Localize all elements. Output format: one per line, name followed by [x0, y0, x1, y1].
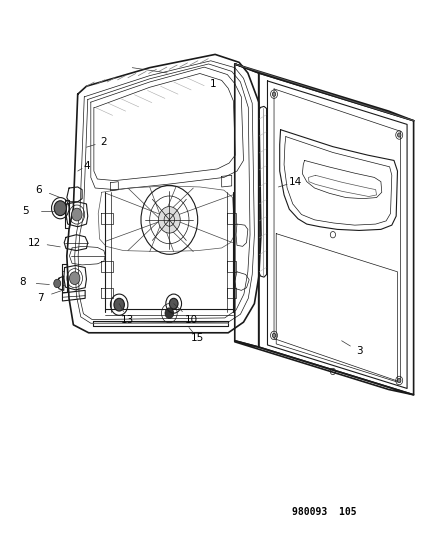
- Circle shape: [272, 333, 275, 337]
- Text: 14: 14: [289, 176, 302, 187]
- Text: 3: 3: [355, 346, 362, 357]
- Circle shape: [169, 298, 178, 309]
- Circle shape: [53, 279, 60, 288]
- Circle shape: [396, 378, 400, 383]
- Text: 12: 12: [28, 238, 41, 248]
- Text: 6: 6: [35, 184, 42, 195]
- Text: 13: 13: [121, 314, 134, 325]
- Text: 10: 10: [184, 314, 197, 325]
- Circle shape: [54, 201, 66, 216]
- Circle shape: [158, 207, 180, 233]
- Text: 2: 2: [100, 137, 107, 147]
- Text: 8: 8: [19, 277, 25, 287]
- Circle shape: [69, 272, 80, 285]
- Circle shape: [165, 308, 173, 318]
- Text: 4: 4: [83, 161, 89, 171]
- Text: 7: 7: [37, 293, 44, 303]
- Text: 15: 15: [191, 333, 204, 343]
- Text: 1: 1: [209, 78, 216, 88]
- Text: 5: 5: [22, 206, 28, 216]
- Circle shape: [396, 133, 400, 137]
- Circle shape: [272, 92, 275, 96]
- Circle shape: [114, 298, 124, 311]
- Circle shape: [71, 208, 82, 221]
- Text: 980093  105: 980093 105: [291, 507, 356, 517]
